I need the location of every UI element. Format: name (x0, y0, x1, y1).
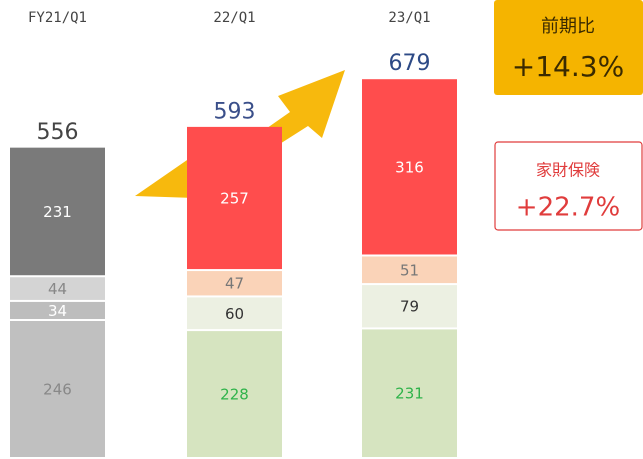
segment-label: 228 (220, 386, 249, 404)
segment-label: 47 (225, 275, 244, 293)
segment-label: 34 (48, 302, 67, 320)
total-label: 679 (389, 51, 431, 76)
bar-segment (10, 301, 105, 319)
bar-segment (187, 331, 282, 457)
bar-segment (187, 126, 282, 270)
segment-label: 60 (225, 305, 244, 323)
bar-segment (362, 79, 457, 255)
segment-label: 51 (400, 261, 419, 279)
bar-segment (187, 271, 282, 296)
bar-segment (10, 277, 105, 300)
bar-segment (362, 285, 457, 328)
x-category-label: 23/Q1 (388, 10, 430, 26)
yoy-label: 前期比 (541, 16, 595, 37)
bar-segment (362, 256, 457, 284)
bar-segment (362, 329, 457, 457)
total-label: 556 (37, 120, 79, 145)
segment-box (494, 141, 643, 231)
segment-label: 231 (43, 203, 72, 221)
x-category-label: 22/Q1 (213, 10, 255, 26)
segment-label: 316 (395, 158, 424, 176)
segment-label: 246 (43, 380, 72, 398)
x-category-label: FY21/Q1 (28, 10, 87, 26)
segment-label: 231 (395, 385, 424, 403)
segment-label: 家財保険 (536, 161, 600, 180)
bar-segment (10, 320, 105, 457)
segment-label: 44 (48, 280, 67, 298)
segment-label: 79 (400, 298, 419, 316)
yoy-value: +14.3% (512, 50, 624, 83)
bar-segment (10, 147, 105, 276)
segment-label: 257 (220, 189, 249, 207)
bar-segment (187, 297, 282, 330)
yoy-box (494, 0, 643, 95)
segment-value: +22.7% (516, 193, 620, 223)
total-label: 593 (214, 99, 256, 124)
